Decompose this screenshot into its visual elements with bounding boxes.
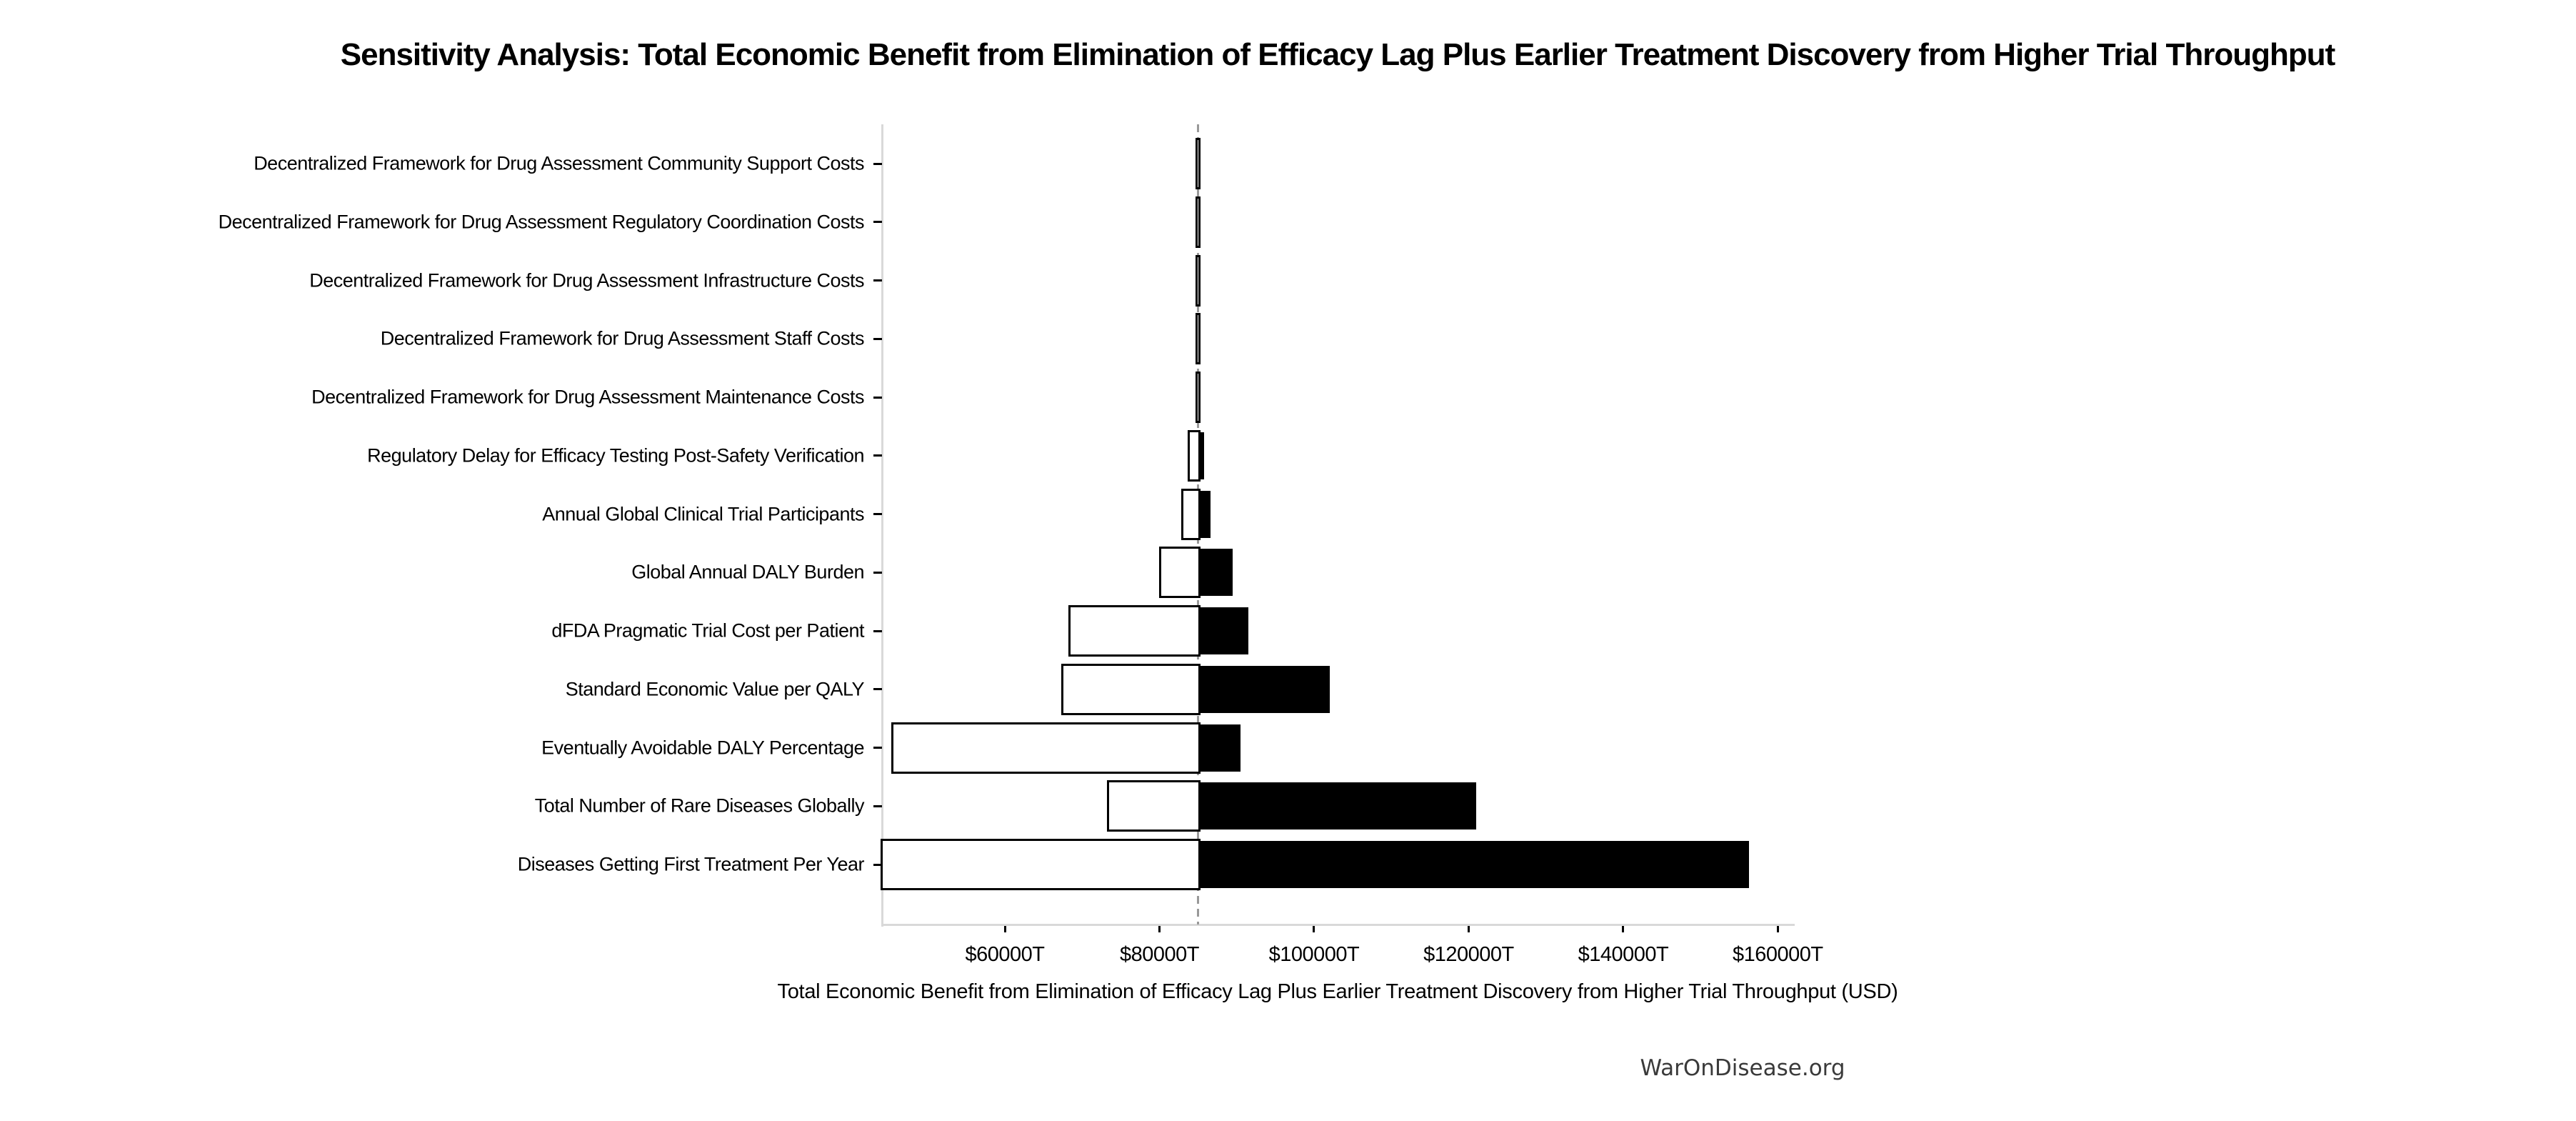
x-tick-mark	[1622, 926, 1625, 932]
y-tick-mark	[873, 513, 882, 515]
x-tick-label: $100000T	[1268, 943, 1360, 966]
y-tick-mark	[873, 804, 882, 807]
y-tick-mark	[873, 454, 882, 457]
y-tick-mark	[873, 863, 882, 866]
category-label: Decentralized Framework for Drug Assessm…	[254, 152, 864, 174]
y-tick-mark	[873, 279, 882, 282]
category-label: Decentralized Framework for Drug Assessm…	[311, 386, 864, 408]
x-tick-label: $80000T	[1119, 943, 1200, 966]
x-tick-label: $160000T	[1733, 943, 1823, 966]
high-bar	[1198, 198, 1200, 246]
x-tick-mark	[1003, 926, 1006, 932]
x-tick-label: $120000T	[1423, 943, 1514, 966]
high-bar	[1198, 841, 1750, 888]
high-bar	[1198, 549, 1233, 597]
low-bar	[1061, 663, 1201, 715]
category-label: Decentralized Framework for Drug Assessm…	[309, 269, 864, 291]
high-bar	[1198, 665, 1330, 713]
x-tick-label: $140000T	[1578, 943, 1669, 966]
high-bar	[1198, 782, 1477, 830]
low-bar	[1068, 605, 1201, 657]
high-bar	[1198, 374, 1200, 421]
y-tick-mark	[873, 629, 882, 632]
x-axis-title: Total Economic Benefit from Elimination …	[777, 980, 1898, 1003]
high-bar	[1198, 315, 1200, 363]
category-label: Regulatory Delay for Efficacy Testing Po…	[367, 444, 864, 467]
category-label: Eventually Avoidable DALY Percentage	[541, 737, 864, 758]
y-tick-mark	[873, 337, 882, 340]
category-label: Diseases Getting First Treatment Per Yea…	[517, 853, 865, 875]
x-tick-mark	[1313, 926, 1315, 932]
y-tick-mark	[873, 688, 882, 691]
category-label: Annual Global Clinical Trial Participant…	[542, 503, 864, 524]
x-tick-label: $60000T	[965, 943, 1046, 966]
category-label: Standard Economic Value per QALY	[565, 678, 865, 700]
high-bar	[1198, 490, 1211, 538]
category-label: Global Annual DALY Burden	[631, 561, 864, 583]
category-label: dFDA Pragmatic Trial Cost per Patient	[551, 619, 864, 642]
chart-title: Sensitivity Analysis: Total Economic Ben…	[340, 37, 2335, 72]
low-bar	[881, 839, 1201, 890]
x-axis-line	[881, 924, 1795, 926]
low-bar	[1158, 547, 1201, 599]
plot-area: Decentralized Framework for Drug Assessm…	[219, 124, 1823, 966]
category-label: Decentralized Framework for Drug Assessm…	[380, 327, 865, 349]
y-tick-mark	[873, 747, 882, 749]
x-tick-mark	[1467, 926, 1470, 932]
high-bar	[1198, 607, 1248, 654]
category-label: Total Number of Rare Diseases Globally	[534, 794, 865, 817]
y-tick-mark	[873, 571, 882, 574]
high-bar	[1198, 256, 1200, 304]
x-tick-mark	[1158, 926, 1161, 932]
low-bar	[891, 722, 1201, 774]
y-axis-line	[881, 124, 883, 927]
watermark: WarOnDisease.org	[1640, 1055, 1845, 1081]
high-bar	[1198, 140, 1200, 187]
y-tick-mark	[873, 396, 882, 399]
x-tick-mark	[1776, 926, 1779, 932]
high-bar	[1198, 724, 1241, 772]
high-bar	[1198, 432, 1205, 479]
category-label: Decentralized Framework for Drug Assessm…	[218, 211, 865, 233]
y-tick-mark	[873, 162, 882, 165]
y-tick-mark	[873, 221, 882, 224]
low-bar	[1107, 780, 1201, 832]
